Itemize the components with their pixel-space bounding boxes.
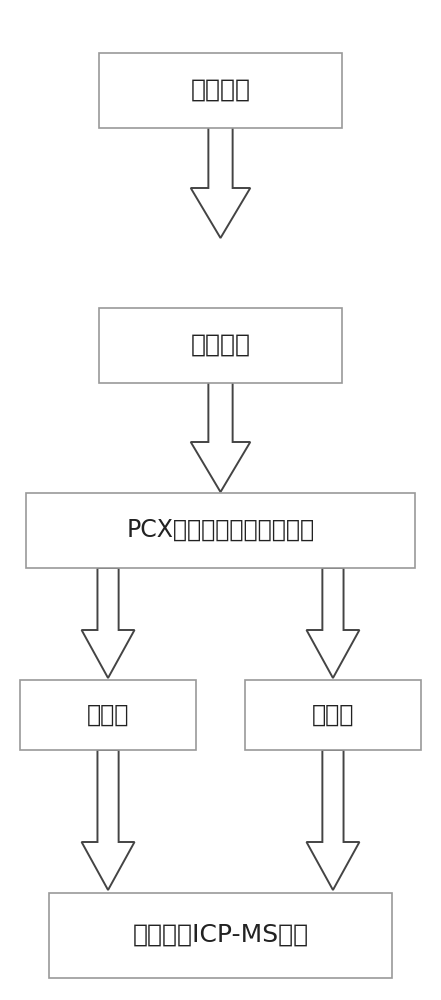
FancyBboxPatch shape — [49, 892, 392, 978]
FancyBboxPatch shape — [26, 493, 415, 568]
FancyBboxPatch shape — [245, 680, 421, 750]
Text: 分别进行ICP-MS检测: 分别进行ICP-MS检测 — [132, 923, 309, 947]
Polygon shape — [82, 750, 135, 890]
Text: 六价铬: 六价铬 — [312, 703, 354, 727]
Text: 三价铬: 三价铬 — [87, 703, 129, 727]
Text: 卷烟抽吸: 卷烟抽吸 — [191, 78, 250, 102]
Polygon shape — [82, 568, 135, 678]
Polygon shape — [306, 568, 359, 678]
Text: 超声萃取: 超声萃取 — [191, 333, 250, 357]
Polygon shape — [191, 382, 250, 492]
FancyBboxPatch shape — [99, 52, 342, 127]
Text: PCX阳离子固相萃取柱分离: PCX阳离子固相萃取柱分离 — [127, 518, 314, 542]
Polygon shape — [306, 750, 359, 890]
FancyBboxPatch shape — [20, 680, 196, 750]
Polygon shape — [191, 127, 250, 238]
FancyBboxPatch shape — [99, 308, 342, 382]
